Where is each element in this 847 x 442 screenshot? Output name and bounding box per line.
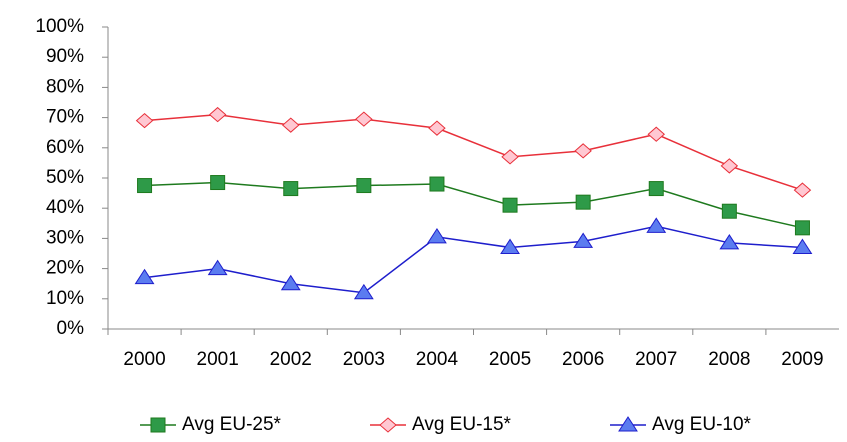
data-point [719,234,740,250]
data-point [648,181,664,197]
data-point [501,149,519,165]
legend-label: Avg EU-10* [652,414,752,435]
x-tick-label: 2007 [635,349,677,370]
x-tick-label: 2006 [562,349,604,370]
data-point [647,126,666,142]
data-point [356,178,372,194]
data-point [427,227,447,244]
x-tick-label: 2000 [123,349,165,370]
series-line [144,225,803,294]
series-line [144,181,803,229]
y-tick-label: 20% [46,258,84,279]
x-tick-label: 2002 [270,349,312,370]
data-point [573,232,594,248]
data-point [280,274,301,291]
data-point [575,194,591,210]
y-tick-label: 40% [46,197,84,218]
data-point [720,158,739,174]
data-point [207,259,228,276]
data-point [792,238,813,254]
y-tick-label: 90% [46,46,84,67]
data-point [502,197,518,213]
data-point [135,112,154,129]
x-tick-label: 2009 [781,349,823,370]
legend-marker [379,417,397,433]
y-tick-label: 100% [35,16,84,37]
data-point [210,175,226,191]
y-tick-label: 30% [46,227,84,248]
data-point [281,117,300,133]
data-point [793,182,812,198]
data-point [134,268,155,285]
data-point [355,111,373,127]
data-point [353,283,374,300]
y-tick-label: 0% [57,318,85,339]
legend-label: Avg EU-25* [182,414,282,435]
y-tick-label: 10% [46,288,84,309]
x-tick-label: 2003 [343,349,385,370]
x-tick-label: 2005 [489,349,531,370]
x-tick-label: 2008 [708,349,750,370]
data-point [794,220,810,236]
data-point [500,238,520,254]
data-point [646,217,667,233]
data-point [283,181,299,197]
data-point [721,203,737,219]
x-tick-label: 2001 [197,349,239,370]
y-tick-label: 80% [46,76,84,97]
legend-label: Avg EU-15* [412,414,512,435]
series-line [144,113,803,191]
legend-marker [618,416,638,432]
data-point [208,106,227,123]
y-tick-label: 50% [46,167,84,188]
data-point [428,120,446,136]
y-tick-label: 70% [46,107,84,128]
data-point [137,178,153,194]
legend-marker [150,417,166,433]
y-tick-label: 60% [46,137,84,158]
data-point [429,176,445,192]
data-point [574,143,592,159]
x-tick-label: 2004 [416,349,459,370]
